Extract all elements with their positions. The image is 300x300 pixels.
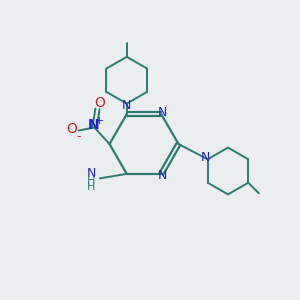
- Text: H: H: [87, 176, 95, 186]
- Text: N: N: [201, 151, 210, 164]
- Text: O: O: [94, 96, 105, 110]
- Text: +: +: [95, 116, 105, 126]
- Text: H: H: [87, 182, 95, 192]
- Text: N: N: [158, 106, 167, 119]
- Text: N: N: [88, 118, 100, 132]
- Text: N: N: [87, 167, 96, 180]
- Text: N: N: [122, 99, 131, 112]
- Text: -: -: [76, 130, 81, 143]
- Text: N: N: [158, 169, 167, 182]
- Text: O: O: [67, 122, 77, 136]
